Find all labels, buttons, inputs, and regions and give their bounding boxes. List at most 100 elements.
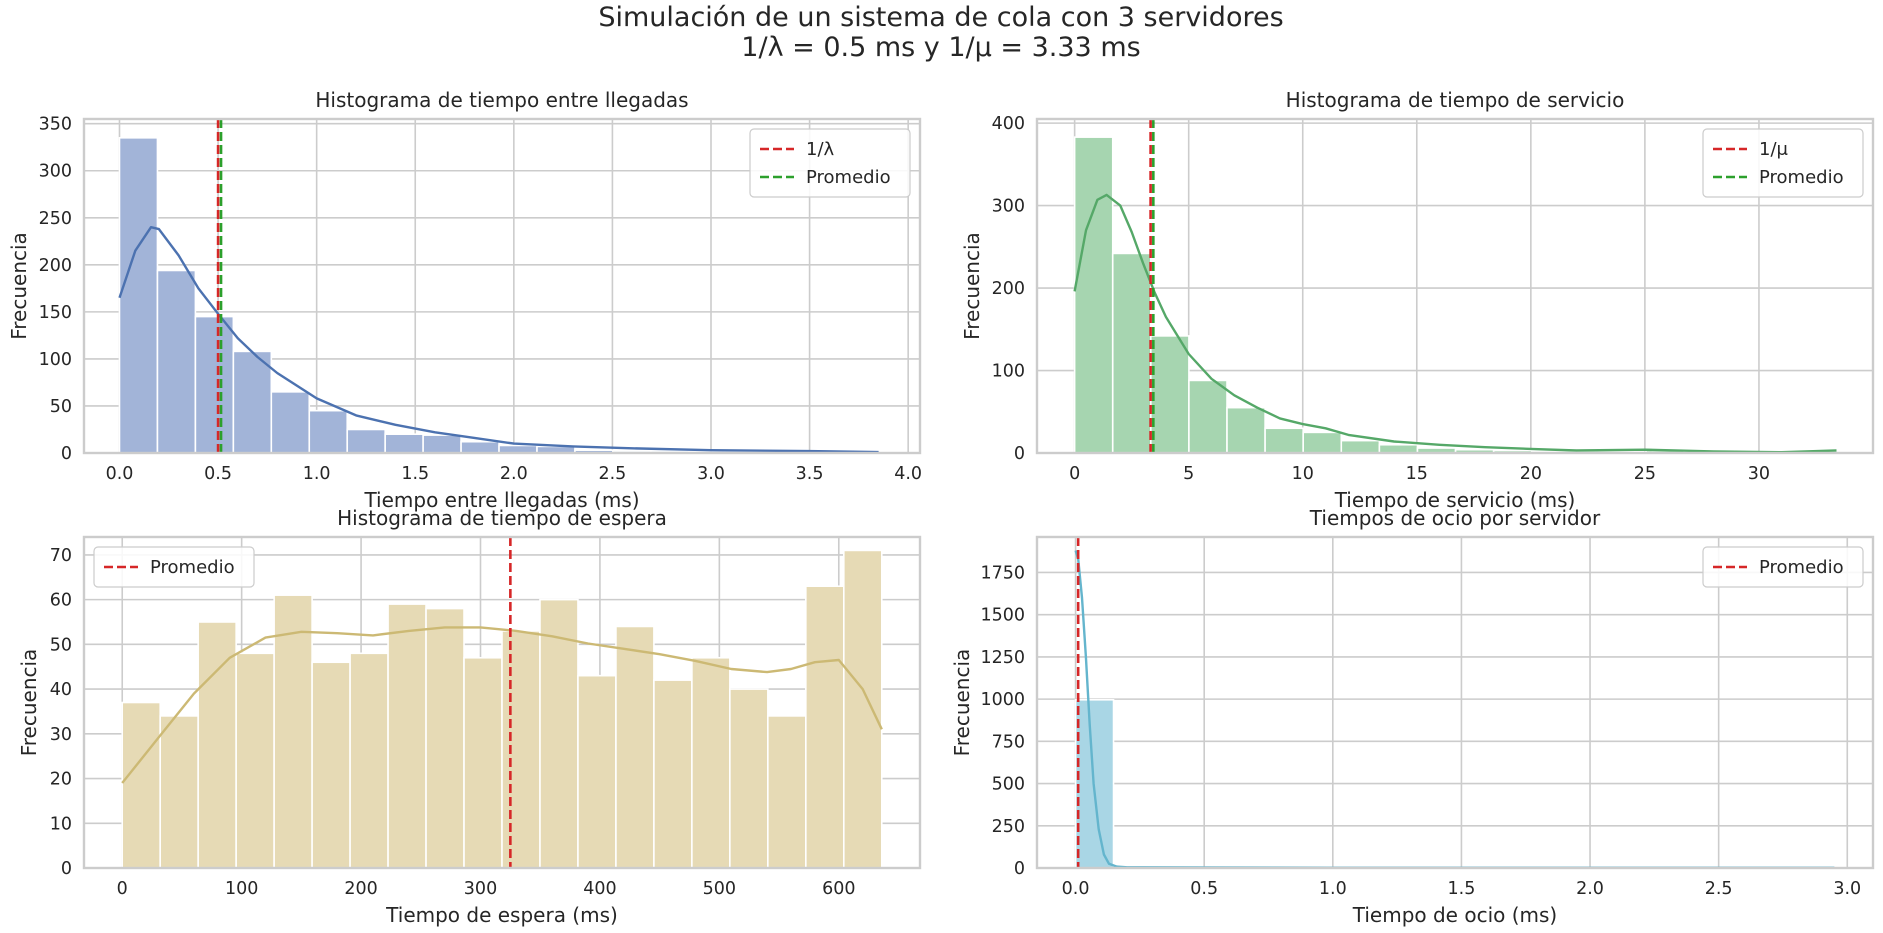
plot-frame <box>82 535 922 870</box>
legend-entry: Promedio <box>806 167 891 188</box>
legend: Promedio <box>93 546 255 588</box>
histogram-bar <box>615 625 655 869</box>
y-tick-label: 200 <box>39 256 72 276</box>
y-tick-label: 1250 <box>980 648 1025 668</box>
y-tick-label: 50 <box>50 397 72 417</box>
legend-box <box>1702 128 1864 198</box>
y-axis-label: Frecuencia <box>960 232 984 340</box>
y-tick-label: 150 <box>39 303 72 323</box>
y-tick-label: 1000 <box>980 690 1025 710</box>
y-tick-label: 70 <box>50 546 72 566</box>
histogram-bar <box>387 603 427 869</box>
y-tick-label: 200 <box>992 279 1025 299</box>
x-tick-label: 3.5 <box>796 464 824 484</box>
histogram-bar <box>843 549 883 869</box>
legend-entry: Promedio <box>1759 167 1844 188</box>
histogram-bar <box>1111 252 1152 454</box>
legend-box <box>1702 546 1864 588</box>
x-tick-label: 500 <box>703 879 736 899</box>
plot-frame <box>1035 117 1875 455</box>
x-tick-label: 4.0 <box>894 464 922 484</box>
x-tick-label: 1.0 <box>1319 879 1347 899</box>
x-tick-label: 0.0 <box>106 464 134 484</box>
y-tick-label: 0 <box>1014 444 1025 464</box>
x-tick-label: 0 <box>1069 464 1080 484</box>
histogram-bar <box>1302 431 1343 454</box>
histogram-bar <box>118 137 159 454</box>
figure-title-line-2: 1/λ = 0.5 ms y 1/μ = 3.33 ms <box>741 32 1140 63</box>
x-tick-label: 600 <box>822 879 855 899</box>
histogram-bar <box>463 656 503 869</box>
panel-title: Histograma de tiempo entre llegadas <box>315 88 688 112</box>
histogram-bar <box>311 661 351 869</box>
y-tick-label: 60 <box>50 591 72 611</box>
histogram-bar <box>422 434 462 454</box>
histogram-bar <box>197 621 237 869</box>
histogram-bar <box>346 428 386 454</box>
x-axis-label: Tiempo entre llegadas (ms) <box>363 488 639 512</box>
legend: 1/μ Promedio <box>1702 128 1864 198</box>
y-tick-label: 30 <box>50 725 72 745</box>
legend: 1/λ Promedio <box>749 128 911 198</box>
histogram-bar <box>805 585 845 869</box>
x-tick-label: 2.5 <box>598 464 626 484</box>
x-tick-label: 3.0 <box>1833 879 1861 899</box>
histogram-bar <box>156 269 197 454</box>
histogram-bar <box>1378 443 1419 454</box>
y-tick-label: 300 <box>992 197 1025 217</box>
x-tick-label: 2.0 <box>1576 879 1604 899</box>
y-axis-label: Frecuencia <box>950 649 974 757</box>
plot-frame <box>82 117 922 455</box>
x-tick-label: 1.0 <box>303 464 331 484</box>
y-tick-label: 100 <box>992 362 1025 382</box>
y-tick-label: 20 <box>50 770 72 790</box>
legend-box <box>93 546 255 588</box>
x-tick-label: 100 <box>225 879 258 899</box>
histogram-bar <box>653 679 693 869</box>
panel-interarrival-histogram: 0 50 100 150 200 250 300 350 0.0 0.5 1.0 1.5 2.0 2.5 3… <box>7 88 922 512</box>
x-tick-label: 2.0 <box>500 464 528 484</box>
y-tick-label: 0 <box>61 859 72 879</box>
histogram-bar <box>121 701 161 869</box>
histogram-bar <box>270 391 311 454</box>
panel-title: Histograma de tiempo de espera <box>337 506 667 530</box>
histogram-bar <box>384 433 424 454</box>
x-tick-label: 20 <box>1520 464 1542 484</box>
y-tick-label: 750 <box>992 732 1025 752</box>
histogram-bar <box>577 674 617 869</box>
x-tick-label: 0.5 <box>204 464 232 484</box>
panel-title: Histograma de tiempo de servicio <box>1286 88 1625 112</box>
x-axis-label: Tiempo de ocio (ms) <box>1352 903 1557 927</box>
histogram-bar <box>729 688 769 869</box>
kde-curve <box>1074 550 1835 869</box>
x-tick-label: 5 <box>1183 464 1194 484</box>
x-tick-label: 0.0 <box>1062 879 1090 899</box>
y-axis-label: Frecuencia <box>17 649 41 757</box>
histogram-bar <box>273 594 313 869</box>
x-tick-label: 15 <box>1406 464 1428 484</box>
histogram-bar <box>425 607 465 869</box>
histogram-bar <box>1264 427 1304 454</box>
y-axis-label: Frecuencia <box>7 232 31 340</box>
legend-entry: 1/μ <box>1759 139 1789 160</box>
figure-title-line-1: Simulación de un sistema de cola con 3 s… <box>598 2 1283 33</box>
y-tick-label: 250 <box>39 209 72 229</box>
histogram-bar <box>159 715 199 869</box>
histogram-bar <box>460 440 500 454</box>
kde-curve <box>118 225 879 454</box>
x-tick-label: 2.5 <box>1705 879 1733 899</box>
y-tick-label: 50 <box>50 635 72 655</box>
x-tick-label: 10 <box>1292 464 1314 484</box>
x-tick-label: 25 <box>1634 464 1656 484</box>
y-tick-label: 250 <box>992 817 1025 837</box>
y-tick-label: 400 <box>992 114 1025 134</box>
y-tick-label: 0 <box>1014 859 1025 879</box>
y-tick-label: 500 <box>992 775 1025 795</box>
kde-curve <box>121 626 883 784</box>
plot-frame <box>1035 535 1875 870</box>
histogram-bar <box>349 652 389 869</box>
histogram-bar <box>767 715 807 869</box>
legend: Promedio <box>1702 546 1864 588</box>
x-tick-label: 400 <box>583 879 616 899</box>
